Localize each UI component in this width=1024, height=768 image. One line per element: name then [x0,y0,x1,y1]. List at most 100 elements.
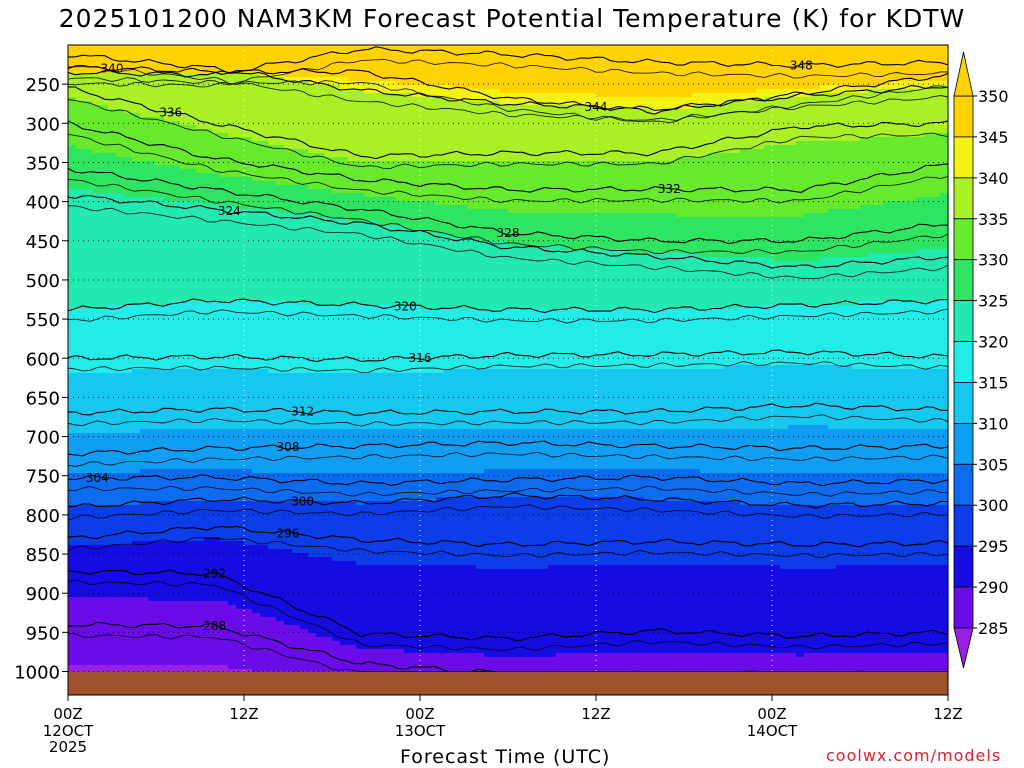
heatmap-cell [156,121,165,126]
heatmap-cell [68,421,77,426]
heatmap-cell [292,401,301,406]
heatmap-cell [132,245,141,250]
heatmap-cell [140,61,149,66]
heatmap-cell [116,333,125,338]
heatmap-cell [172,533,181,538]
heatmap-cell [188,501,197,506]
heatmap-cell [308,669,317,674]
heatmap-cell [244,597,253,602]
heatmap-cell [292,129,301,134]
heatmap-cell [196,481,205,486]
heatmap-cell [316,93,325,98]
heatmap-cell [100,241,109,246]
heatmap-cell [308,193,317,198]
heatmap-cell [148,289,157,294]
heatmap-cell [292,417,301,422]
heatmap-cell [116,273,125,278]
heatmap-cell [268,521,277,526]
heatmap-cell [284,541,293,546]
heatmap-cell [228,141,237,146]
heatmap-cell [148,349,157,354]
heatmap-cell [156,341,165,346]
heatmap-cell [76,557,85,562]
heatmap-cell [268,141,277,146]
heatmap-cell [260,245,269,250]
heatmap-cell [308,513,317,518]
heatmap-cell [308,173,317,178]
heatmap-cell [316,165,325,170]
heatmap-cell [140,589,149,594]
heatmap-cell [244,397,253,402]
heatmap-cell [188,573,197,578]
heatmap-cell [316,381,325,386]
heatmap-cell [188,345,197,350]
heatmap-cell [156,489,165,494]
heatmap-cell [100,641,109,646]
heatmap-cell [84,157,93,162]
heatmap-cell [260,145,269,150]
heatmap-cell [124,81,133,86]
heatmap-cell [68,217,77,222]
heatmap-cell [116,597,125,602]
heatmap-cell [196,661,205,666]
heatmap-cell [100,401,109,406]
heatmap-cell [268,365,277,370]
heatmap-cell [196,553,205,558]
heatmap-cell [212,325,221,330]
heatmap-cell [228,645,237,650]
heatmap-cell [164,213,173,218]
heatmap-cell [180,317,189,322]
heatmap-cell [220,309,229,314]
heatmap-cell [140,493,149,498]
heatmap-cell [308,245,317,250]
heatmap-cell [300,621,309,626]
heatmap-cell [284,101,293,106]
heatmap-cell [124,261,133,266]
heatmap-cell [148,361,157,366]
heatmap-cell [156,349,165,354]
heatmap-cell [188,173,197,178]
heatmap-cell [316,277,325,282]
heatmap-cell [124,289,133,294]
heatmap-cell [212,633,221,638]
heatmap-cell [108,289,117,294]
heatmap-cell [252,121,261,126]
heatmap-cell [244,257,253,262]
heatmap-cell [292,557,301,562]
heatmap-cell [196,97,205,102]
heatmap-cell [316,537,325,542]
heatmap-cell [84,225,93,230]
heatmap-cell [172,281,181,286]
heatmap-cell [284,249,293,254]
heatmap-cell [268,305,277,310]
heatmap-cell [252,345,261,350]
heatmap-cell [212,161,221,166]
heatmap-cell [284,117,293,122]
heatmap-cell [132,261,141,266]
heatmap-cell [196,653,205,658]
heatmap-cell [244,665,253,670]
heatmap-cell [100,269,109,274]
heatmap-cell [228,97,237,102]
heatmap-cell [196,245,205,250]
heatmap-cell [148,141,157,146]
heatmap-cell [156,645,165,650]
heatmap-cell [212,257,221,262]
heatmap-cell [292,269,301,274]
heatmap-cell [308,665,317,670]
heatmap-cell [228,657,237,662]
heatmap-cell [84,309,93,314]
heatmap-cell [68,89,77,94]
heatmap-cell [268,497,277,502]
heatmap-cell [156,209,165,214]
heatmap-cell [84,237,93,242]
heatmap-cell [156,289,165,294]
heatmap-cell [292,81,301,86]
heatmap-cell [92,245,101,250]
heatmap-cell [124,137,133,142]
heatmap-cell [204,153,213,158]
heatmap-cell [268,533,277,538]
heatmap-cell [236,205,245,210]
heatmap-cell [284,621,293,626]
heatmap-cell [156,161,165,166]
